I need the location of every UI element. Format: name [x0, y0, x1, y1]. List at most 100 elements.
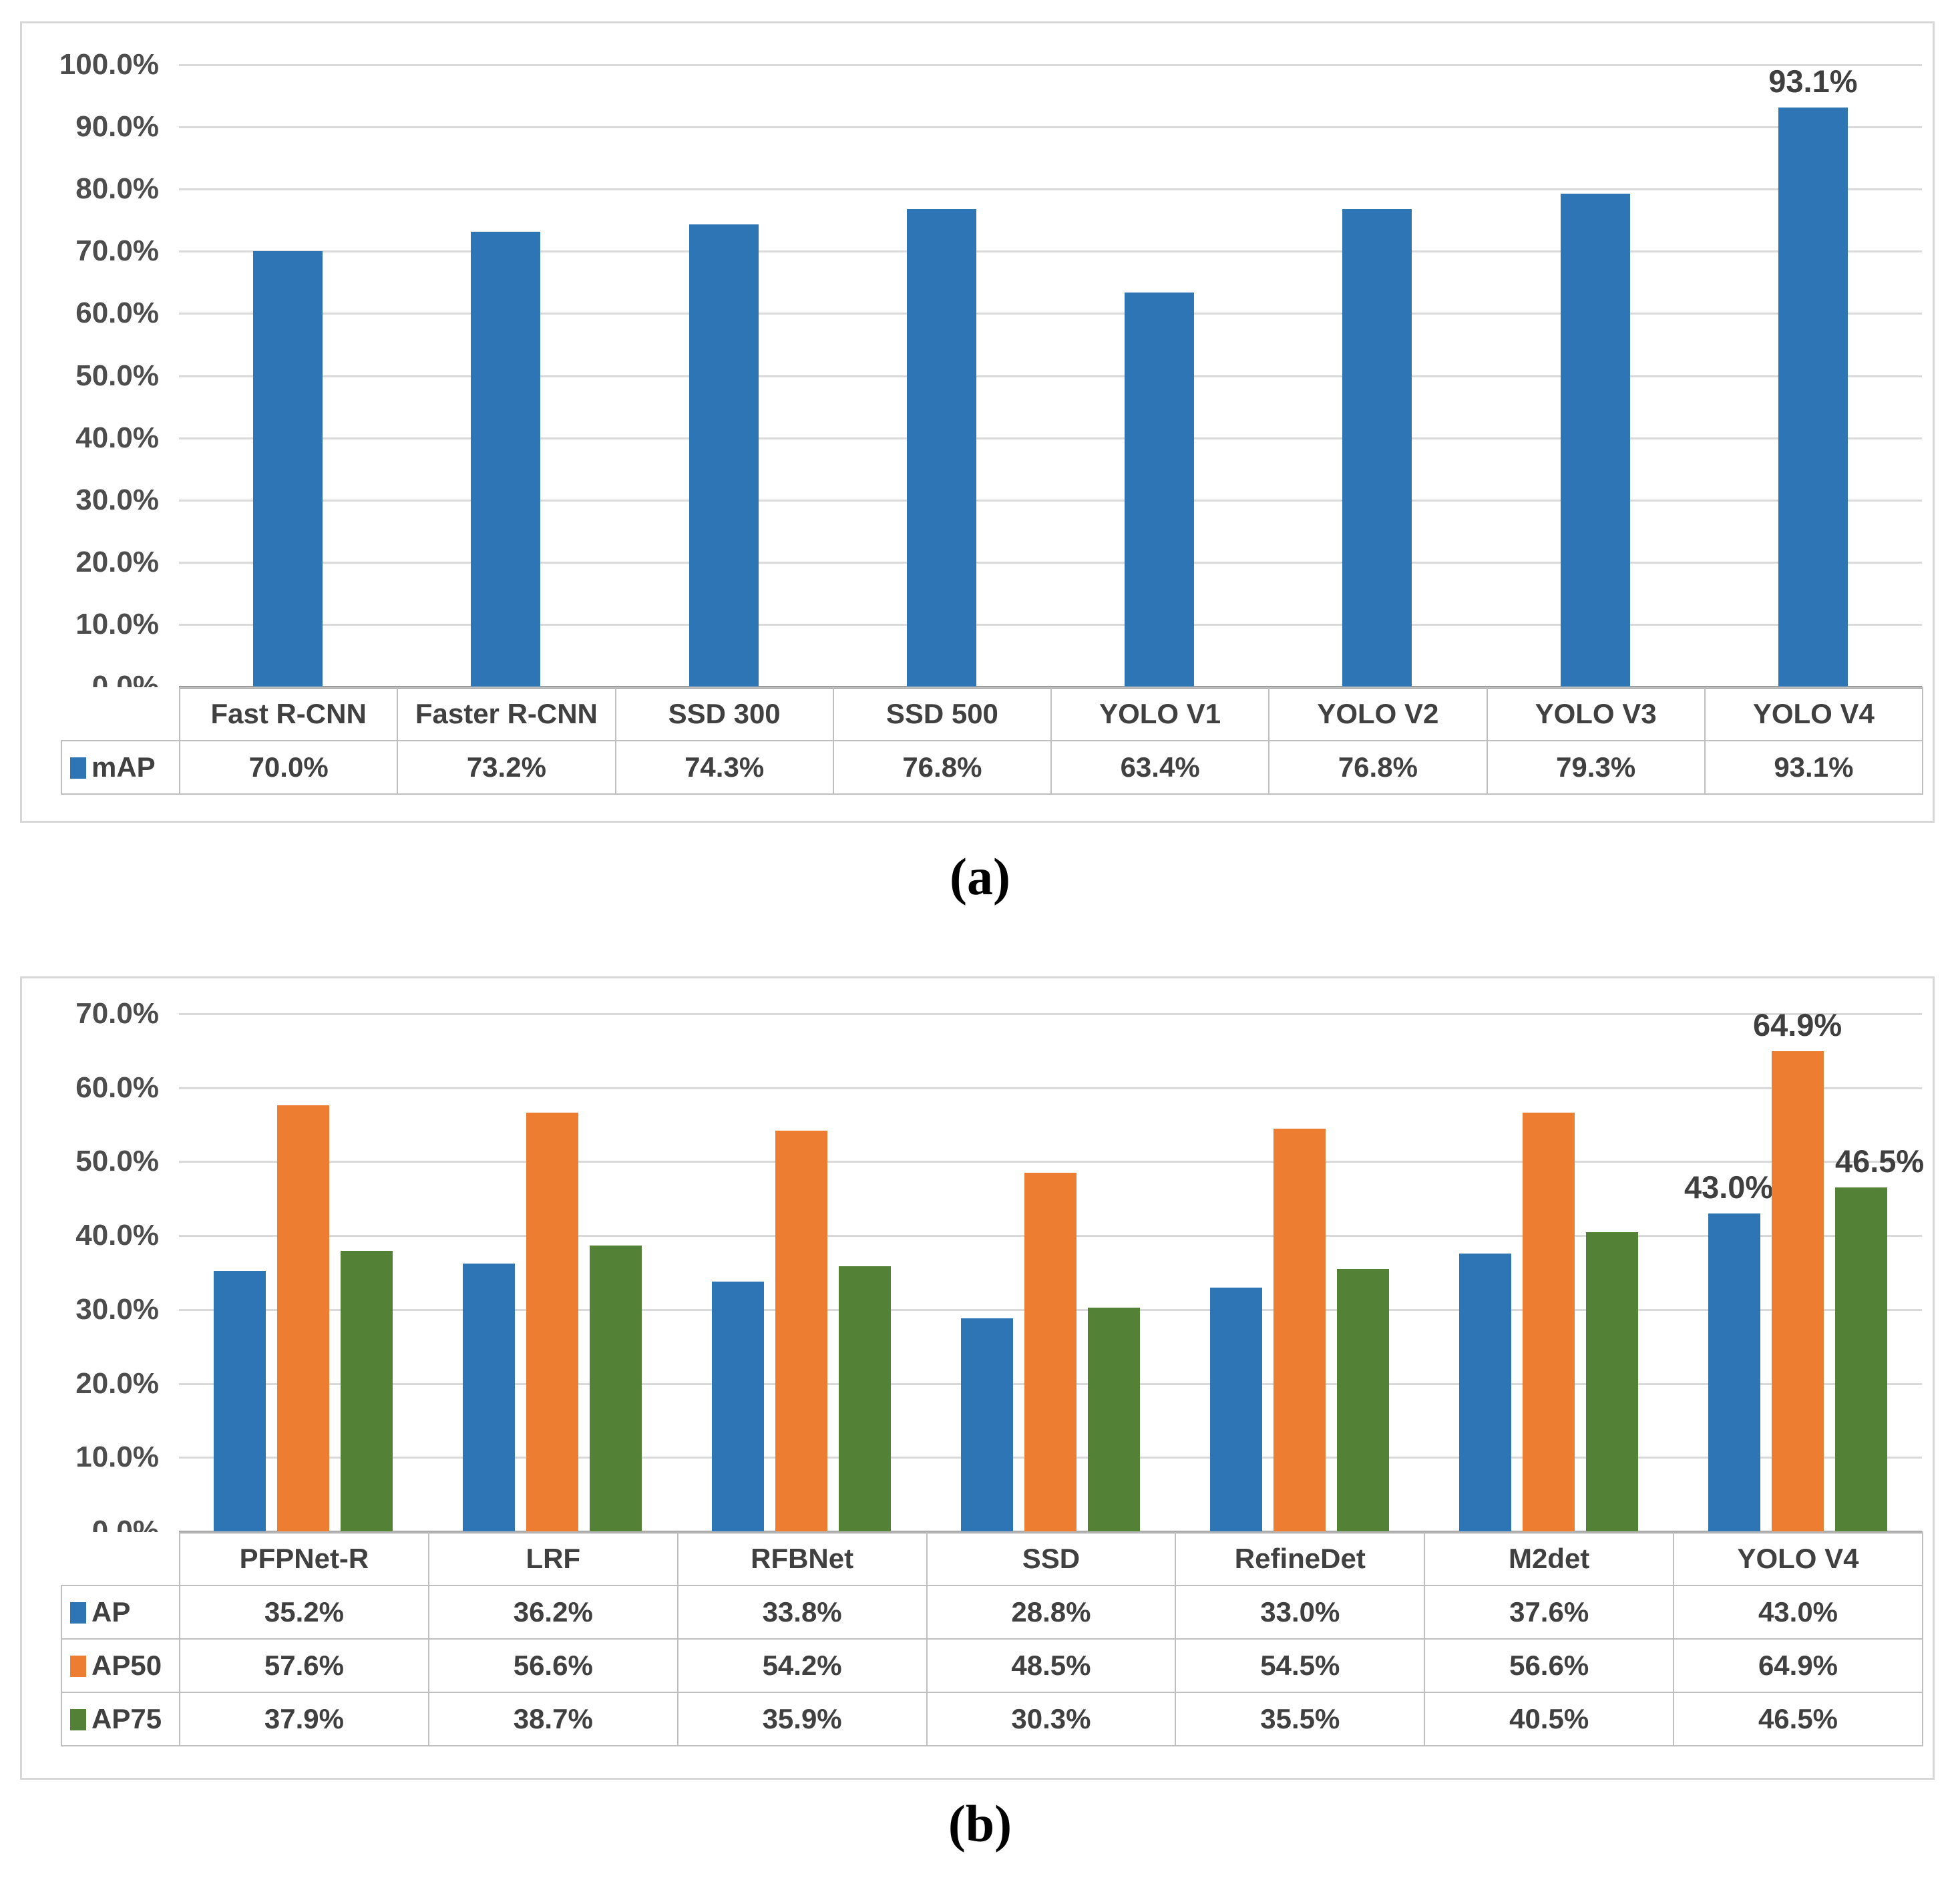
value-cell: 28.8% [926, 1585, 1177, 1640]
data-label: 46.5% [1834, 1143, 1925, 1179]
caption-a: (a) [950, 848, 1010, 906]
column-header: YOLO V1 [1050, 687, 1270, 741]
legend-cell: AP [61, 1585, 180, 1640]
value-cell: 57.6% [179, 1638, 429, 1693]
table-header-row: PFPNet-R LRF RFBNet SSD RefineDet M2det YOLO V… [61, 1531, 1923, 1586]
bar-map-ssd-300 [689, 224, 759, 687]
value-cell: 54.2% [676, 1638, 928, 1693]
value-cell: 43.0% [1673, 1585, 1923, 1640]
column-header: Fast R-CNN [178, 687, 399, 741]
table-row: AP50 57.6% 56.6% 54.2% 48.5% 54.5% 56.6% 64.9% [61, 1638, 1923, 1693]
category-group [397, 65, 614, 687]
bar-ap75-ssd [1088, 1307, 1140, 1531]
y-axis-tick-label: 40.0% [75, 421, 159, 454]
value-cell: 70.0% [178, 740, 399, 795]
gridline [179, 500, 1922, 502]
value-cell: 56.6% [427, 1638, 678, 1693]
bar-map-yolo-v4: 93.1% [1768, 65, 1858, 687]
gridline [179, 188, 1922, 190]
bar-ap75-lrf [590, 1245, 642, 1531]
category-group [1424, 1014, 1673, 1531]
value-cell: 35.2% [179, 1585, 429, 1640]
bar-ap50-refinedet [1273, 1128, 1326, 1531]
category-group [926, 1014, 1175, 1531]
bar-ap50-pfpnet-r [277, 1105, 330, 1531]
series-name: AP75 [91, 1703, 162, 1734]
table-row: AP 35.2% 36.2% 33.8% 28.8% 33.0% 37.6% 43.0% [61, 1585, 1923, 1640]
y-axis-tick-label: 30.0% [75, 484, 159, 516]
value-cell: 54.5% [1175, 1638, 1426, 1693]
value-cell: 93.1% [1704, 740, 1924, 795]
bar-ap-m2det [1458, 1253, 1511, 1531]
gridline [179, 313, 1922, 315]
column-header: SSD 300 [614, 687, 834, 741]
bar-ap50-ssd [1024, 1173, 1076, 1531]
legend-swatch-ap-icon [70, 1602, 86, 1624]
value-cell: 37.6% [1424, 1585, 1675, 1640]
series-name: AP [91, 1596, 131, 1628]
value-cell: 35.5% [1175, 1692, 1426, 1746]
bar-ap-pfpnet-r [214, 1271, 266, 1531]
legend-cell: AP75 [61, 1692, 180, 1746]
value-cell: 46.5% [1673, 1692, 1923, 1746]
bar-map-fast-r-cnn [253, 251, 323, 687]
chart-a-panel: 100.0% 90.0% 80.0% 70.0% 60.0% 50.0% 40.0% 30.0… [20, 21, 1935, 823]
bar-ap-rfbnet [712, 1281, 765, 1531]
y-axis-tick-label: 80.0% [75, 172, 159, 205]
column-header: PFPNet-R [179, 1531, 429, 1586]
table-corner-cell [61, 687, 180, 741]
table-row: AP75 37.9% 38.7% 35.9% 30.3% 35.5% 40.5% 46.5% [61, 1692, 1923, 1746]
legend-swatch-ap75-icon [70, 1709, 86, 1730]
category-group [1268, 65, 1486, 687]
gridline [179, 562, 1922, 564]
y-axis-tick-label: 50.0% [75, 1145, 159, 1177]
y-axis-tick-label: 30.0% [75, 1293, 159, 1326]
column-header: YOLO V4 [1673, 1531, 1923, 1586]
bar-map-ssd-500 [906, 209, 976, 687]
category-group [1487, 65, 1704, 687]
value-cell: 56.6% [1424, 1638, 1675, 1693]
legend-cell: AP50 [61, 1638, 180, 1693]
data-table: Fast R-CNN Faster R-CNN SSD 300 SSD 500 YOLO… [61, 687, 1924, 795]
plot-area: 70.0% 60.0% 50.0% 40.0% 30.0% 20.0% 10.0% 0.0% 4… [75, 999, 1925, 1546]
gridline [179, 375, 1922, 377]
category-group: 43.0% 64.9% 46.5% [1673, 1009, 1925, 1531]
bar-groups: 43.0% 64.9% 46.5% [179, 1009, 1925, 1531]
data-table: PFPNet-R LRF RFBNet SSD RefineDet M2det YOLO V… [61, 1531, 1923, 1746]
chart-b-panel: 70.0% 60.0% 50.0% 40.0% 30.0% 20.0% 10.0% 0.0% 4… [20, 976, 1935, 1780]
column-header: Faster R-CNN [397, 687, 616, 741]
value-cell: 74.3% [614, 740, 834, 795]
value-cell: 37.9% [179, 1692, 429, 1746]
caption-b: (b) [948, 1795, 1012, 1853]
legend-swatch-ap50-icon [70, 1656, 86, 1677]
y-axis-tick-label: 50.0% [75, 359, 159, 392]
category-group [677, 1014, 926, 1531]
category-group [179, 65, 397, 687]
bar-ap75-rfbnet [839, 1266, 892, 1531]
value-cell: 40.5% [1424, 1692, 1675, 1746]
bar-map-yolo-v1 [1125, 292, 1195, 687]
value-cell: 64.9% [1673, 1638, 1923, 1693]
category-group [179, 1014, 428, 1531]
value-cell: 63.4% [1050, 740, 1270, 795]
gridline [179, 1087, 1922, 1089]
value-cell: 33.0% [1175, 1585, 1426, 1640]
column-header: SSD 500 [832, 687, 1052, 741]
table-header-row: Fast R-CNN Faster R-CNN SSD 300 SSD 500 YOLO… [61, 687, 1924, 741]
table-corner-cell [61, 1532, 180, 1585]
series-name: mAP [91, 751, 156, 783]
column-header: LRF [427, 1531, 678, 1586]
y-axis-tick-label: 70.0% [75, 234, 159, 267]
column-header: YOLO V4 [1704, 687, 1924, 741]
bar-ap-lrf [463, 1264, 516, 1531]
bar-ap-yolo-v4: 43.0% [1684, 1171, 1773, 1531]
bar-ap75-refinedet [1336, 1268, 1389, 1531]
gridline [179, 1161, 1922, 1163]
bar-map-yolo-v2 [1342, 209, 1412, 687]
value-cell: 76.8% [832, 740, 1052, 795]
value-cell: 48.5% [926, 1638, 1177, 1693]
value-cell: 35.9% [676, 1692, 928, 1746]
value-cell: 73.2% [397, 740, 616, 795]
category-group: 93.1% [1704, 65, 1922, 687]
